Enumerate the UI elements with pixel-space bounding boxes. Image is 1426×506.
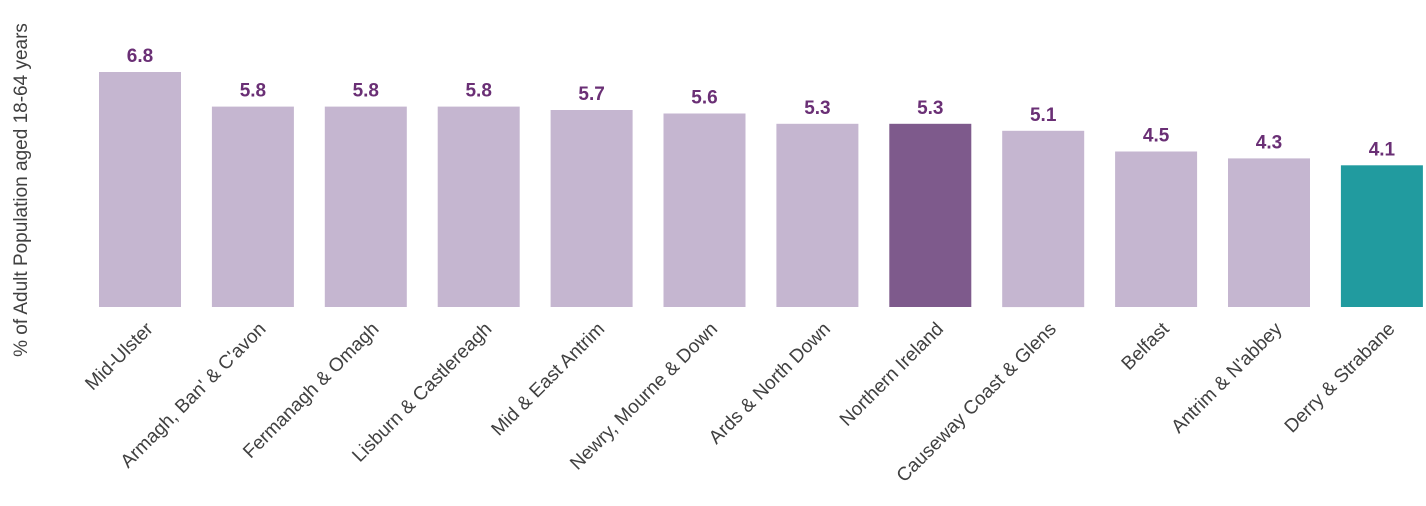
value-label-mid-ulster: 6.8 [127,46,153,67]
bar-fermanagh-omagh [324,106,407,307]
x-tick-label-mid-ulster: Mid-Ulster [81,318,158,395]
bar-belfast [1115,151,1198,307]
value-label-ards-north-down: 5.3 [804,98,830,119]
value-label-causeway-coast-glens: 5.1 [1030,105,1057,126]
bar-causeway-coast-glens [1002,130,1085,308]
value-label-belfast: 4.5 [1143,126,1170,147]
value-label-northern-ireland: 5.3 [917,98,943,119]
bar-newry-mourne-down [663,113,746,307]
x-tick-label-mid-east-antrim: Mid & East Antrim [488,319,610,441]
bars-group [99,72,1423,308]
bar-mid-ulster [99,72,181,307]
value-label-antrim-n-abbey: 4.3 [1256,132,1282,153]
bar-derry-strabane [1340,165,1423,307]
value-label-armagh-ban-c-avon: 5.8 [240,81,266,102]
value-label-fermanagh-omagh: 5.8 [353,81,379,102]
x-tick-label-northern-ireland: Northern Ireland [836,319,948,431]
bar-lisburn-castlereagh [437,106,520,307]
value-label-newry-mourne-down: 5.6 [691,88,717,109]
y-axis-label: % of Adult Population aged 18-64 years [11,23,32,357]
bar-mid-east-antrim [550,110,633,307]
value-label-derry-strabane: 4.1 [1369,139,1396,160]
bar-armagh-ban-c-avon [211,106,294,307]
x-tick-label-antrim-n-abbey: Antrim & N'abbey [1168,318,1287,437]
x-tick-label-belfast: Belfast [1118,318,1174,374]
bar-ards-north-down [776,123,859,307]
x-tick-label-ards-north-down: Ards & North Down [705,319,835,449]
value-label-lisburn-castlereagh: 5.8 [465,81,491,102]
x-tick-label-derry-strabane: Derry & Strabane [1281,319,1400,438]
bar-northern-ireland [889,123,972,307]
value-label-mid-east-antrim: 5.7 [578,84,604,105]
bar-antrim-n-abbey [1228,158,1310,307]
value-labels-group: 6.8 5.8 5.8 5.8 5.7 5.6 5.3 5.3 5.1 4.5 4.3 4.1 [127,46,1396,160]
